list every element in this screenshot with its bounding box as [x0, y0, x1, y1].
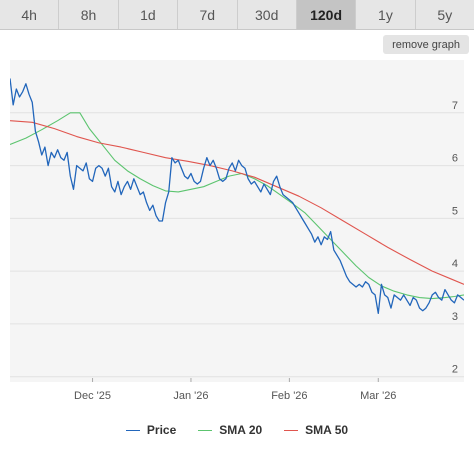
legend-label: SMA 50: [305, 423, 349, 437]
legend-item-price[interactable]: Price: [125, 423, 177, 437]
legend-swatch: [284, 429, 299, 431]
series-line-price: [10, 78, 464, 315]
timeframe-tabs: 4h 8h 1d 7d 30d 120d 1y 5y: [0, 0, 474, 30]
legend-label: SMA 20: [219, 423, 263, 437]
tab-7d[interactable]: 7d: [178, 0, 238, 29]
price-chart: 2 3 4 5 6 7: [10, 78, 464, 382]
remove-graph-button[interactable]: remove graph: [383, 35, 469, 54]
tab-120d[interactable]: 120d: [296, 0, 357, 29]
y-tick-label: 3: [452, 311, 458, 323]
tab-1d[interactable]: 1d: [119, 0, 179, 29]
y-tick-label: 4: [452, 258, 458, 270]
legend-label: Price: [146, 423, 177, 437]
chart-legend: Price SMA 20 SMA 50: [0, 420, 474, 440]
series-line-sma-50: [10, 120, 464, 285]
tab-4h[interactable]: 4h: [0, 0, 60, 29]
legend-swatch: [125, 429, 140, 431]
y-tick-label: 6: [452, 153, 458, 165]
y-tick-label: 5: [452, 205, 458, 217]
x-tick-label: Mar '26: [360, 390, 397, 402]
x-tick-label: Jan '26: [173, 390, 209, 402]
tab-30d[interactable]: 30d: [238, 0, 297, 29]
legend-swatch: [198, 429, 213, 431]
legend-item-sma-20[interactable]: SMA 20: [198, 423, 262, 437]
tab-8h[interactable]: 8h: [59, 0, 119, 29]
x-tick-label: Dec '25: [74, 390, 111, 402]
tab-1y[interactable]: 1y: [356, 0, 416, 29]
y-tick-label: 2: [452, 364, 458, 376]
chart-area: 2 3 4 5 6 7 Dec '25 Jan '26 Feb '26 Mar '26: [10, 60, 464, 402]
tab-5y[interactable]: 5y: [437, 6, 453, 23]
y-tick-label: 7: [452, 100, 458, 112]
x-tick-label: Feb '26: [271, 390, 308, 402]
legend-item-sma-50[interactable]: SMA 50: [284, 423, 348, 437]
